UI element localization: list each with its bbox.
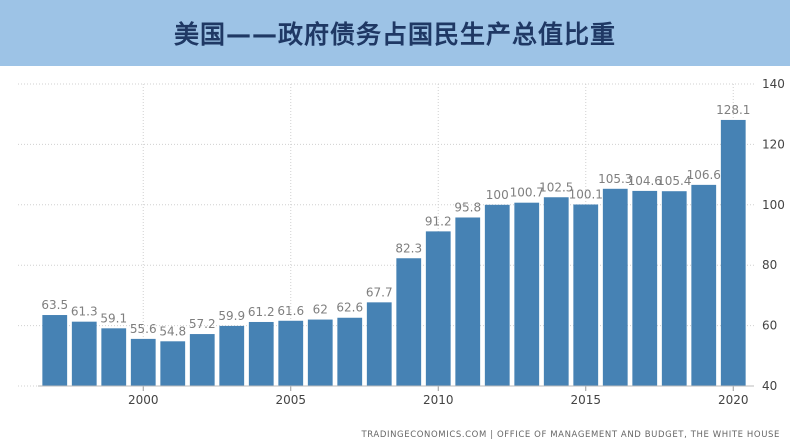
bar xyxy=(455,217,481,386)
bar xyxy=(366,302,392,386)
bar xyxy=(307,319,333,386)
x-tick-label: 2000 xyxy=(128,393,159,407)
data-label: 61.2 xyxy=(248,305,275,319)
bar xyxy=(573,204,599,386)
x-tick-label: 2015 xyxy=(570,393,601,407)
bar xyxy=(278,320,304,386)
bar xyxy=(602,188,628,386)
data-label: 62.6 xyxy=(336,301,363,315)
bar xyxy=(425,231,451,386)
data-label: 57.2 xyxy=(189,317,216,331)
data-label: 55.6 xyxy=(130,322,157,336)
y-tick-label: 60 xyxy=(762,319,777,333)
bar xyxy=(219,325,245,386)
bar xyxy=(484,204,510,386)
data-label: 63.5 xyxy=(41,298,68,312)
data-label: 102.5 xyxy=(539,180,573,194)
bar xyxy=(632,190,658,386)
data-label: 59.1 xyxy=(100,311,127,325)
data-label: 62 xyxy=(313,303,328,317)
y-tick-label: 40 xyxy=(762,379,777,393)
data-label: 104.6 xyxy=(628,174,662,188)
data-label: 59.9 xyxy=(218,309,245,323)
bar xyxy=(160,341,186,386)
data-label: 61.3 xyxy=(71,305,98,319)
data-label: 100.7 xyxy=(510,186,544,200)
y-tick-label: 120 xyxy=(762,137,785,151)
bar xyxy=(514,202,540,386)
data-label: 105.3 xyxy=(598,172,632,186)
bar xyxy=(720,119,746,387)
bar xyxy=(691,184,717,386)
source-credit: TRADINGECONOMICS.COM | OFFICE OF MANAGEM… xyxy=(361,430,780,440)
x-tick-label: 2010 xyxy=(423,393,454,407)
data-label: 100.1 xyxy=(569,187,603,201)
bar xyxy=(71,321,97,386)
bar xyxy=(42,315,68,386)
bar xyxy=(661,191,687,386)
title-band: 美国——政府债务占国民生产总值比重 xyxy=(0,0,790,66)
x-tick-label: 2020 xyxy=(718,393,749,407)
data-label: 61.6 xyxy=(277,304,304,318)
data-label: 106.6 xyxy=(687,168,721,182)
data-label: 82.3 xyxy=(395,241,422,255)
data-label: 67.7 xyxy=(366,285,393,299)
y-tick-label: 100 xyxy=(762,198,785,212)
bar xyxy=(543,197,569,386)
data-label: 100 xyxy=(486,188,509,202)
data-label: 54.8 xyxy=(159,324,186,338)
bar xyxy=(248,321,274,386)
bar xyxy=(130,338,156,386)
y-tick-label: 80 xyxy=(762,258,777,272)
bar xyxy=(189,334,215,386)
data-label: 91.2 xyxy=(425,214,452,228)
bar xyxy=(337,317,363,386)
data-label: 128.1 xyxy=(716,103,750,117)
chart-title: 美国——政府债务占国民生产总值比重 xyxy=(173,20,616,49)
data-label: 95.8 xyxy=(454,200,481,214)
x-tick-label: 2005 xyxy=(275,393,306,407)
bar xyxy=(396,258,422,386)
bar xyxy=(101,328,127,386)
y-tick-label: 140 xyxy=(762,77,785,91)
data-label: 105.4 xyxy=(657,174,691,188)
